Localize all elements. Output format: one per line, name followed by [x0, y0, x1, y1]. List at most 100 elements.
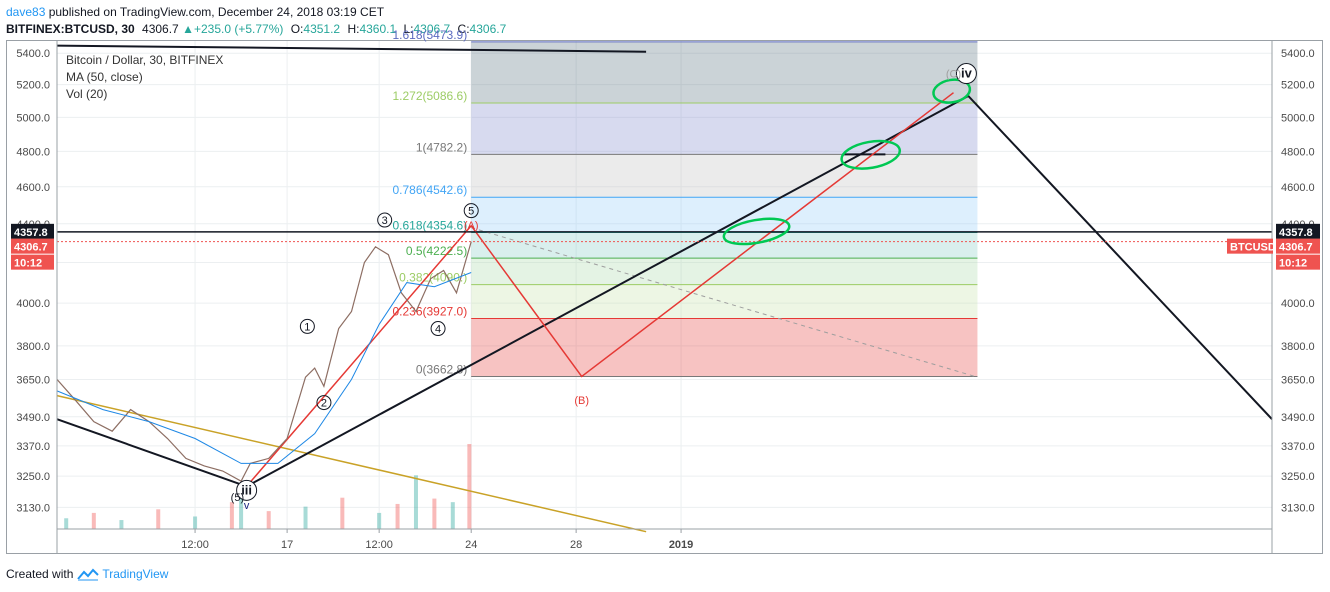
volume-bar [239, 486, 244, 529]
volume-bar [119, 520, 124, 529]
hline-price-badge-left: 4357.8 [14, 227, 48, 239]
fib-level-label: 0(3662.8) [416, 363, 467, 377]
hline-price-badge-left-bg [11, 223, 54, 239]
y-tick-label-left: 3650.0 [16, 374, 50, 386]
x-tick-label: 17 [281, 539, 293, 551]
published-text: published on TradingView.com, December 2… [45, 5, 385, 19]
y-tick-label-left: 3490.0 [16, 412, 50, 424]
open-value: 4351.2 [303, 22, 341, 36]
trendline-black[interactable] [56, 94, 1273, 488]
legend-title[interactable]: Bitcoin / Dollar, 30, BITFINEX [66, 53, 224, 67]
x-tick-label: 2019 [669, 539, 693, 551]
symbol-label: BITFINEX:BTCUSD, 30 [6, 22, 135, 36]
author-link[interactable]: dave83 [6, 5, 46, 19]
high-label: H: [347, 22, 360, 36]
wave-labels: iii(5)v 1 2 3 4 5 (A) (B) iv(C) [231, 63, 977, 512]
y-tick-label-left: 3800.0 [16, 341, 50, 353]
ohlc-line: BITFINEX:BTCUSD, 30 4306.7 ▲+235.0 (+5.7… [6, 22, 506, 36]
y-tick-label-right: 3370.0 [1281, 441, 1315, 453]
wave-label: 1 [304, 321, 310, 333]
y-tick-label-right: 3650.0 [1281, 374, 1315, 386]
tradingview-link[interactable]: TradingView [102, 567, 169, 581]
legend-vol[interactable]: Vol (20) [66, 87, 108, 101]
wave-label: 4 [435, 324, 441, 336]
last-price-badge-right-bg [1276, 238, 1320, 254]
wave-label: (5) [231, 492, 244, 504]
fib-band [471, 318, 978, 377]
countdown-badge-left: 10:12 [14, 258, 42, 270]
wave-label: 3 [382, 215, 388, 227]
y-tick-label-left: 3370.0 [16, 441, 50, 453]
grid-lines [57, 41, 1272, 529]
volume-bar [64, 518, 69, 529]
fib-level-label: 1.272(5086.6) [392, 89, 467, 103]
publish-line: dave83 published on TradingView.com, Dec… [6, 5, 384, 19]
fib-level-label: 0.618(4354.6) [392, 218, 467, 232]
y-tick-label-left: 5400.0 [16, 48, 50, 60]
low-value: 4306.7 [413, 22, 451, 36]
last-price-badge-right: 4306.7 [1279, 242, 1313, 254]
wave-path-red[interactable] [246, 92, 954, 487]
hline-price-badge-right: 4357.8 [1279, 227, 1313, 239]
footer: Created with TradingView [6, 567, 168, 581]
volume-bar [229, 502, 234, 529]
hline-price-badge-right-bg [1276, 223, 1320, 239]
change-value: +235.0 (+5.77%) [193, 22, 284, 36]
wave-label-circle [463, 203, 479, 219]
wave-label: (B) [574, 395, 589, 407]
volume-bar [395, 503, 400, 529]
y-tick-label-left: 5000.0 [16, 112, 50, 124]
high-value: 4360.1 [359, 22, 397, 36]
countdown-badge-left-bg [11, 254, 54, 270]
wave-label: v [244, 500, 250, 512]
y-tick-label-right: 5000.0 [1281, 112, 1315, 124]
volume-bar [266, 511, 271, 529]
volume-bar [91, 512, 96, 529]
trendline-black[interactable] [56, 44, 647, 53]
price-line[interactable] [56, 241, 472, 483]
fib-extension: 0(3662.8)0.236(3927.0)0.382(4090.)0.5(42… [392, 28, 978, 378]
y-tick-label-right: 5400.0 [1281, 48, 1315, 60]
created-with-text: Created with [6, 567, 74, 581]
volume-bars [64, 444, 472, 529]
wave-label-circle [236, 479, 258, 501]
close-value: 4306.7 [469, 22, 507, 36]
chart-frame[interactable] [6, 40, 1323, 554]
low-label: L: [403, 22, 414, 36]
fib-level-label: 0.786(4542.6) [392, 183, 467, 197]
y-tick-label-right: 4000.0 [1281, 298, 1315, 310]
highlight-ellipse[interactable] [722, 214, 791, 248]
ma-line[interactable] [56, 272, 472, 464]
x-tick-label: 12:00 [181, 539, 209, 551]
fib-level-label: 0.5(4222.5) [406, 244, 467, 258]
open-label: O: [290, 22, 304, 36]
fib-band [471, 258, 978, 285]
price-lines [56, 241, 472, 483]
volume-bar [432, 498, 437, 529]
y-tick-label-left: 3130.0 [16, 502, 50, 514]
wave-label: (A) [464, 220, 479, 232]
drawing-lines [56, 44, 1273, 533]
volume-bar [413, 475, 418, 529]
wave-label: iii [241, 482, 252, 497]
volume-bar [156, 509, 161, 529]
trendline-gold[interactable] [56, 394, 647, 533]
last-price-badge-left-bg [11, 238, 54, 254]
y-tick-label-right: 3490.0 [1281, 412, 1315, 424]
symbol-tag-badge: BTCUSD [1230, 242, 1276, 254]
wave-label: iv [961, 66, 973, 81]
y-tick-label-right: 3130.0 [1281, 502, 1315, 514]
last-price-badge-left: 4306.7 [14, 242, 48, 254]
x-tick-label: 24 [465, 539, 477, 551]
fib-band [471, 154, 978, 198]
wave-label-circle [955, 63, 977, 85]
wave-label-circle [299, 318, 315, 334]
legend-ma[interactable]: MA (50, close) [66, 70, 143, 84]
y-tick-label-right: 4800.0 [1281, 146, 1315, 158]
highlight-ellipse[interactable] [932, 77, 972, 105]
fib-level-label: 0.236(3927.0) [392, 305, 467, 319]
fib-level-label: 1(4782.2) [416, 140, 467, 154]
highlight-ellipse[interactable] [839, 137, 902, 173]
